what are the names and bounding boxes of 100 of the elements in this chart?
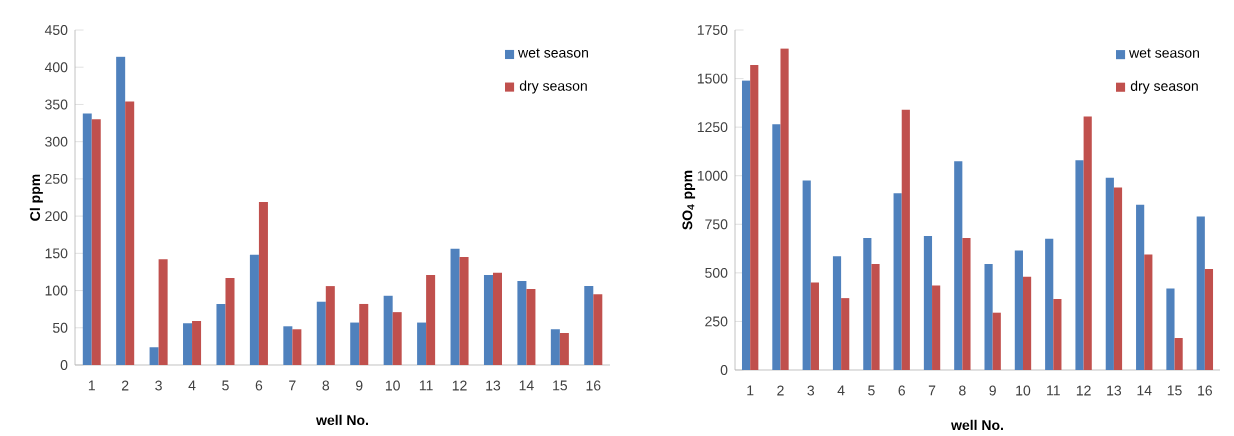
legend-label: wet season xyxy=(518,48,588,58)
bar xyxy=(359,303,369,365)
bar xyxy=(483,274,493,365)
bar xyxy=(192,321,202,365)
y-axis-title: SO$_{4}$ ppm xyxy=(682,170,696,230)
bar xyxy=(125,101,135,365)
bar xyxy=(593,294,603,365)
y-tick-label: 300 xyxy=(45,136,68,147)
bar xyxy=(1136,204,1145,370)
x-tick-label: 10 xyxy=(1016,385,1031,396)
x-tick-label: 11 xyxy=(1047,385,1060,396)
bar xyxy=(559,332,569,365)
x-tick-label: 3 xyxy=(155,380,162,391)
x-tick-label: 15 xyxy=(553,380,568,391)
bar xyxy=(871,264,880,370)
bar xyxy=(158,259,168,365)
x-tick-label: 8 xyxy=(959,385,966,396)
bar xyxy=(82,113,92,365)
bar xyxy=(1113,187,1123,370)
bar xyxy=(91,119,101,365)
y-tick-label: 250 xyxy=(705,316,728,327)
bar xyxy=(863,237,872,370)
bar xyxy=(526,289,536,365)
y-tick-label: 450 xyxy=(44,25,68,35)
bar xyxy=(1166,288,1175,370)
bar xyxy=(550,329,560,365)
bar xyxy=(893,193,902,370)
x-tick-label: 9 xyxy=(356,380,363,391)
bar xyxy=(932,285,941,370)
bar xyxy=(149,347,159,365)
y-tick-label: 150 xyxy=(45,248,68,259)
bar xyxy=(426,274,436,365)
x-tick-label: 7 xyxy=(928,385,936,396)
bar xyxy=(992,312,1001,370)
bar xyxy=(741,80,751,370)
bar xyxy=(316,301,326,365)
bar xyxy=(772,124,781,370)
x-tick-label: 5 xyxy=(868,385,875,396)
bar xyxy=(225,277,235,365)
bar xyxy=(584,286,594,365)
bar xyxy=(216,303,226,365)
bar xyxy=(1144,254,1153,370)
bar xyxy=(1045,238,1054,370)
x-tick-label: 5 xyxy=(222,380,229,391)
bar xyxy=(459,257,469,365)
x-tick-label: 14 xyxy=(1137,385,1152,396)
bar xyxy=(923,235,933,370)
y-tick-label: 1500 xyxy=(697,73,728,84)
bar xyxy=(417,322,427,365)
x-tick-label: 11 xyxy=(419,380,433,391)
x-tick-label: 13 xyxy=(486,380,501,391)
y-tick-label: 50 xyxy=(52,322,68,333)
bar xyxy=(325,286,335,365)
bar xyxy=(1083,116,1092,370)
x-tick-label: 6 xyxy=(255,380,263,391)
x-tick-label: 10 xyxy=(385,380,400,391)
y-tick-label: 350 xyxy=(45,99,68,110)
y-tick-label: 1250 xyxy=(697,122,728,133)
bar xyxy=(962,237,971,370)
x-tick-label: 7 xyxy=(289,380,296,391)
x-tick-label: 14 xyxy=(519,380,534,391)
y-axis-title: Cl ppm xyxy=(29,174,43,221)
y-tick-label: 100 xyxy=(45,285,68,296)
y-tick-label: 0 xyxy=(60,360,68,370)
bar xyxy=(1014,250,1023,370)
bar xyxy=(984,264,993,370)
bar xyxy=(350,322,360,365)
bar xyxy=(750,64,759,370)
bar xyxy=(283,326,293,365)
bar xyxy=(517,280,527,365)
bar xyxy=(292,329,302,365)
bar xyxy=(802,180,811,370)
y-tick-label: 250 xyxy=(45,173,68,184)
bar xyxy=(841,298,850,370)
bar xyxy=(810,282,819,370)
x-tick-label: 4 xyxy=(188,380,196,391)
bar xyxy=(1075,160,1084,370)
x-tick-label: 16 xyxy=(1198,385,1212,396)
x-axis-title: well No. xyxy=(951,419,1003,431)
bar xyxy=(392,312,402,365)
bar xyxy=(1022,276,1032,370)
bar xyxy=(1174,337,1183,370)
x-axis-title: well No. xyxy=(316,414,368,426)
bar xyxy=(258,201,268,365)
y-tick-label: 500 xyxy=(705,267,728,278)
y-tick-label: 400 xyxy=(44,62,68,73)
bar xyxy=(116,56,126,365)
x-tick-label: 1 xyxy=(88,380,95,391)
x-tick-label: 12 xyxy=(1076,385,1091,396)
bar xyxy=(780,48,789,370)
bar xyxy=(383,295,393,365)
y-tick-label: 200 xyxy=(45,211,68,222)
x-tick-label: 12 xyxy=(452,380,467,391)
legend-label: dry season xyxy=(519,80,587,94)
y-tick-label: 750 xyxy=(705,219,728,230)
bar xyxy=(901,109,910,370)
bar xyxy=(1204,268,1214,370)
y-tick-label: 1000 xyxy=(697,170,728,181)
y-tick-label: 1750 xyxy=(697,25,728,35)
bar xyxy=(1053,299,1062,370)
